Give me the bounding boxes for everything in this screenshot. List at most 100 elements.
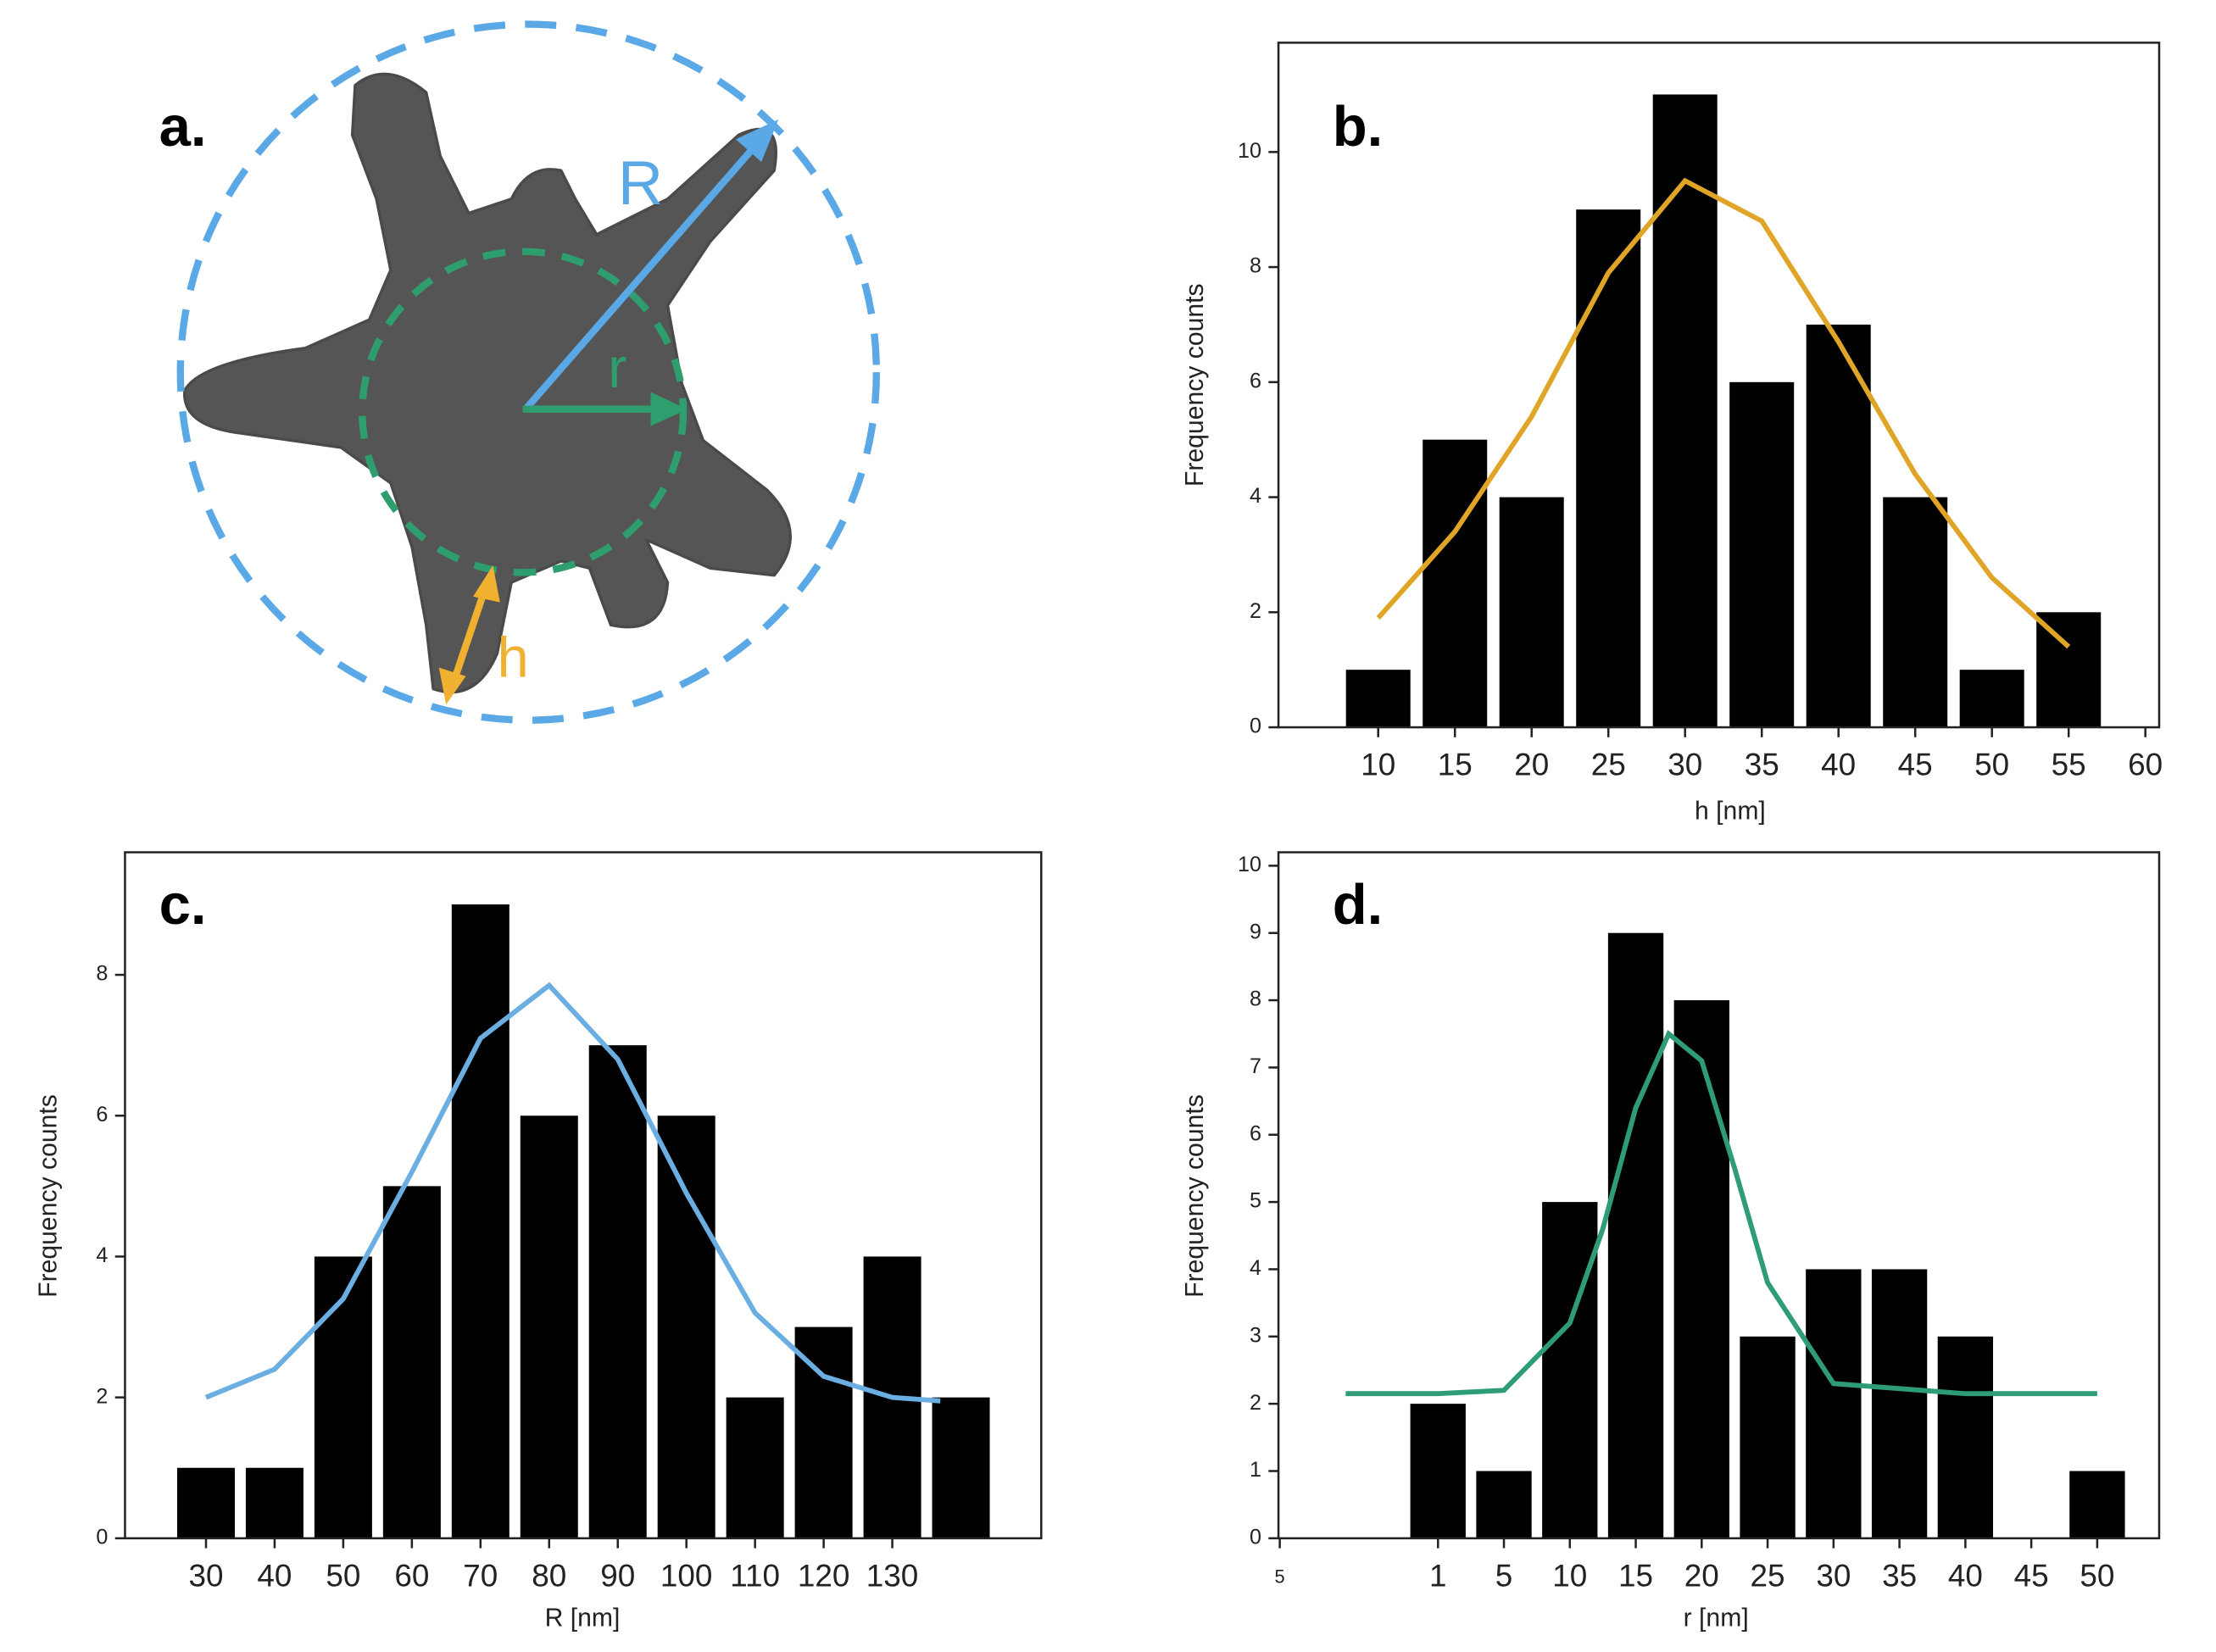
x-tick-label: 25 xyxy=(1751,1558,1785,1593)
x-tick-label: 10 xyxy=(1552,1558,1587,1593)
bar xyxy=(1740,1336,1796,1538)
bar xyxy=(1607,932,1664,1538)
panel-label: c. xyxy=(159,873,207,937)
outer-circle xyxy=(176,20,881,724)
x-tick-label: 80 xyxy=(532,1558,566,1593)
x-tick-label: 10 xyxy=(1361,748,1395,782)
y-tick-label: 0 xyxy=(1250,715,1261,738)
y-tick-label: 8 xyxy=(1250,987,1261,1011)
particle xyxy=(183,72,792,694)
x-tick-label: 120 xyxy=(798,1558,850,1593)
y-tick-label: 6 xyxy=(1250,1121,1261,1145)
bar xyxy=(588,1045,647,1538)
x-tick-label: 40 xyxy=(257,1558,292,1593)
bar xyxy=(726,1397,784,1538)
x-tick-label: 100 xyxy=(660,1558,712,1593)
panel-label: b. xyxy=(1333,95,1384,159)
y-tick-label: 0 xyxy=(96,1525,108,1549)
x-tick-label: 50 xyxy=(2080,1558,2114,1593)
bar xyxy=(2069,1471,2125,1538)
x-tick-label: 50 xyxy=(326,1558,360,1593)
x-tick-label: 45 xyxy=(2014,1558,2049,1593)
x-axis-label: r [nm] xyxy=(1684,1604,1749,1632)
x-tick-label: 30 xyxy=(1668,748,1702,782)
y-tick-label: 4 xyxy=(1250,1256,1261,1280)
inner-circle xyxy=(359,248,688,576)
bar xyxy=(1806,1269,1862,1538)
plot-frame xyxy=(124,851,1043,1540)
bar xyxy=(245,1467,303,1538)
fit-curve xyxy=(204,982,941,1404)
chart: 0 2 4 6 8 30 40 50 60 70 80 90 100 110 120 130 c. R [nm] F… xyxy=(35,851,1043,1632)
bar xyxy=(1423,439,1488,728)
plot-frame xyxy=(1277,42,2161,729)
x-tick-label: 30 xyxy=(1816,1558,1851,1593)
x-tick-label: 55 xyxy=(2052,748,2086,782)
x-tick-label: 45 xyxy=(1898,748,1933,782)
x-tick-label: 70 xyxy=(463,1558,498,1593)
y-axis-label: Frequency counts xyxy=(1181,283,1209,487)
x-tick-label: 20 xyxy=(1514,748,1549,782)
x-tick-label: 35 xyxy=(1745,748,1779,782)
arrowhead xyxy=(735,119,779,163)
plot-frame xyxy=(1277,851,2161,1540)
bar xyxy=(1883,497,1948,728)
x-axis-label: R [nm] xyxy=(545,1604,621,1632)
chart: 0 2 4 6 8 10 10 15 20 25 30 35 40 45 50 55 60 b. h [nm] Fre… xyxy=(1181,42,2163,826)
x-tick-label: 25 xyxy=(1591,748,1626,782)
bar xyxy=(932,1397,990,1538)
y-tick-label: 7 xyxy=(1250,1054,1261,1078)
y-axis-label: Frequency counts xyxy=(35,1094,63,1298)
bar xyxy=(1959,670,2024,728)
x-tick-label: 1 xyxy=(1429,1558,1447,1593)
y-tick-label: 0 xyxy=(1250,1525,1261,1549)
h-arrow xyxy=(448,581,491,689)
r-big-arrow xyxy=(522,130,771,412)
y-tick-label: 6 xyxy=(1250,369,1261,392)
bar xyxy=(794,1327,853,1538)
y-tick-label: 4 xyxy=(1250,484,1261,508)
x-tick-label: 90 xyxy=(600,1558,635,1593)
x-tick-label: 20 xyxy=(1684,1558,1719,1593)
x-tick-label: 60 xyxy=(394,1558,429,1593)
x-axis-label: h [nm] xyxy=(1695,798,1766,826)
bar xyxy=(1345,670,1411,728)
y-tick-label: 9 xyxy=(1250,920,1261,943)
x-tick-label: 35 xyxy=(1882,1558,1917,1593)
x-tick-label: 5 xyxy=(1275,1566,1285,1588)
y-tick-label: 8 xyxy=(96,962,108,986)
y-tick-label: 8 xyxy=(1250,254,1261,278)
x-tick-label: 40 xyxy=(1821,748,1856,782)
bar xyxy=(1410,1404,1466,1538)
bar xyxy=(1499,497,1564,728)
y-tick-label: 1 xyxy=(1250,1458,1261,1482)
x-tick-label: 50 xyxy=(1974,748,2009,782)
x-tick-label: 15 xyxy=(1438,748,1473,782)
R-label: R xyxy=(618,147,663,218)
y-tick-label: 5 xyxy=(1250,1189,1261,1213)
bar xyxy=(520,1115,578,1538)
x-tick-label: 30 xyxy=(188,1558,223,1593)
x-tick-label: 15 xyxy=(1618,1558,1653,1593)
y-tick-label: 2 xyxy=(96,1384,108,1408)
bar xyxy=(382,1186,441,1538)
x-tick-label: 5 xyxy=(1495,1558,1513,1593)
bar xyxy=(1871,1269,1928,1538)
arrowhead xyxy=(650,392,688,426)
bar xyxy=(314,1256,372,1538)
panel-label: a. xyxy=(159,95,207,159)
particle-panel: a. R r h xyxy=(159,20,881,724)
h-label: h xyxy=(497,626,528,690)
fit-curve xyxy=(1376,177,2071,649)
y-tick-label: 2 xyxy=(1250,599,1261,623)
bar xyxy=(1652,94,1718,728)
panel-label: d. xyxy=(1333,873,1384,937)
y-tick-label: 3 xyxy=(1250,1323,1261,1347)
y-tick-label: 10 xyxy=(1238,853,1261,876)
bar xyxy=(176,1467,235,1538)
bar xyxy=(657,1115,715,1538)
bar xyxy=(1542,1202,1598,1538)
arrowhead xyxy=(472,565,500,603)
fit-curve xyxy=(1345,1030,2097,1397)
